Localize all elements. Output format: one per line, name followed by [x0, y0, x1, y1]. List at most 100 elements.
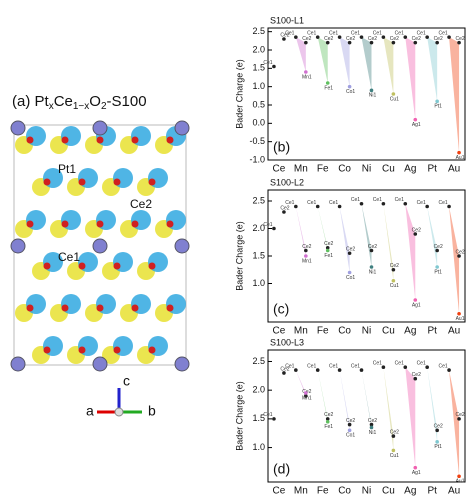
oxygen [113, 178, 121, 186]
charge-spread [273, 212, 284, 229]
y-tick-label: 2.0 [252, 385, 265, 395]
point-label: Ce2 [368, 244, 377, 250]
charts: S100-L1 (b) Bader Charge (e) -1.0 -0.5 0.0 0.5… [234, 15, 466, 497]
charge-point [369, 88, 374, 93]
point-label: Ce2 [455, 36, 464, 42]
charge-point [435, 440, 439, 444]
charge-point [369, 425, 374, 430]
charge-point [325, 419, 330, 424]
x-tick-label: Ag [404, 164, 416, 175]
point-label: Ce1 [307, 363, 316, 369]
charge-spread [383, 203, 394, 281]
charge-point [435, 428, 439, 433]
charge-point [413, 232, 418, 236]
charge-point [403, 35, 408, 39]
charge-spread [427, 37, 438, 102]
charge-spread [383, 367, 394, 451]
charge-point [359, 201, 364, 206]
chart-title: S100-L2 [270, 177, 304, 187]
charge-point [315, 35, 320, 39]
panel-label: (c) [273, 301, 289, 317]
chart-title: S100-L3 [270, 337, 304, 347]
charge-point [347, 428, 352, 433]
oxygen [148, 178, 156, 186]
point-label: Ce2 [455, 249, 464, 255]
y-tick-label: 0.0 [252, 118, 265, 128]
charge-point [413, 117, 418, 122]
point-label: Ni1 [369, 430, 377, 436]
charge-point [325, 248, 330, 253]
charge-point [282, 37, 286, 41]
point-label: Ce2 [346, 247, 355, 253]
charge-point [435, 99, 439, 104]
charge-spread [449, 37, 460, 153]
charge-point [369, 40, 374, 45]
y-tick-label: 2.5 [252, 356, 265, 366]
point-label: Cu1 [390, 453, 399, 459]
title-part: O [89, 93, 101, 110]
charge-point [315, 368, 320, 372]
charge-point [435, 40, 439, 45]
charge-point [347, 270, 352, 275]
point-label: Ce1 [438, 200, 447, 206]
charge-point [457, 474, 461, 479]
point-label: Ce1 [285, 200, 294, 206]
charge-point [447, 35, 451, 39]
oxygen [43, 346, 51, 354]
y-tick-label: 2.5 [252, 26, 265, 36]
point-label: Ce2 [434, 244, 443, 250]
oxygen [26, 220, 34, 228]
charge-spread [405, 37, 416, 120]
charge-point [457, 311, 461, 316]
origin [114, 407, 124, 417]
x-tick-label: Cu [382, 486, 395, 497]
oxygen [148, 262, 156, 270]
point-label: Ce1 [263, 60, 272, 66]
point-label: Ce1 [263, 412, 272, 418]
atom-label: Ce2 [130, 197, 152, 211]
x-tick-label: Cu [382, 326, 395, 337]
point-label: Ce1 [417, 30, 426, 36]
x-tick-label: Co [338, 326, 351, 337]
charge-spread [449, 206, 460, 314]
panel-label: (d) [273, 461, 290, 477]
point-label: Ce1 [285, 363, 294, 369]
x-tick-label: Fe [317, 486, 329, 497]
y-tick-label: 0.5 [252, 99, 265, 109]
charge-point [325, 81, 330, 85]
charge-spread [295, 206, 306, 256]
oxygen [96, 220, 104, 228]
point-label: Ce2 [390, 36, 399, 42]
point-label: Ag1 [412, 470, 421, 476]
x-tick-label: Au [448, 326, 460, 337]
charge-point [391, 448, 396, 453]
plot-frame [267, 27, 466, 161]
x-tick-label: Fe [317, 164, 329, 175]
charge-point [347, 84, 352, 89]
point-label: Ce2 [302, 244, 311, 250]
oxygen [96, 136, 104, 144]
charge-point [325, 417, 330, 421]
charge-point [413, 40, 418, 45]
point-label: Ce2 [280, 205, 289, 211]
charge-spread [405, 203, 416, 300]
chart-title: S100-L1 [270, 15, 304, 25]
point-label: Ce1 [307, 30, 316, 36]
point-label: Ce1 [329, 30, 338, 36]
point-label: Ce2 [280, 32, 289, 38]
charge-point [403, 201, 408, 206]
point-label: Ag1 [412, 302, 421, 308]
charge-point [304, 394, 308, 398]
oxygen [131, 136, 139, 144]
charge-point [425, 365, 429, 370]
x-tick-label: Co [338, 486, 351, 497]
charge-point [347, 40, 352, 45]
oxygen [96, 304, 104, 312]
charge-point [272, 226, 276, 231]
title-part: x [49, 101, 54, 112]
y-tick-label: -1.0 [249, 154, 265, 164]
charge-point [294, 368, 298, 372]
oxygen [61, 136, 69, 144]
charge-point [304, 40, 308, 45]
point-label: Ce1 [351, 30, 360, 36]
